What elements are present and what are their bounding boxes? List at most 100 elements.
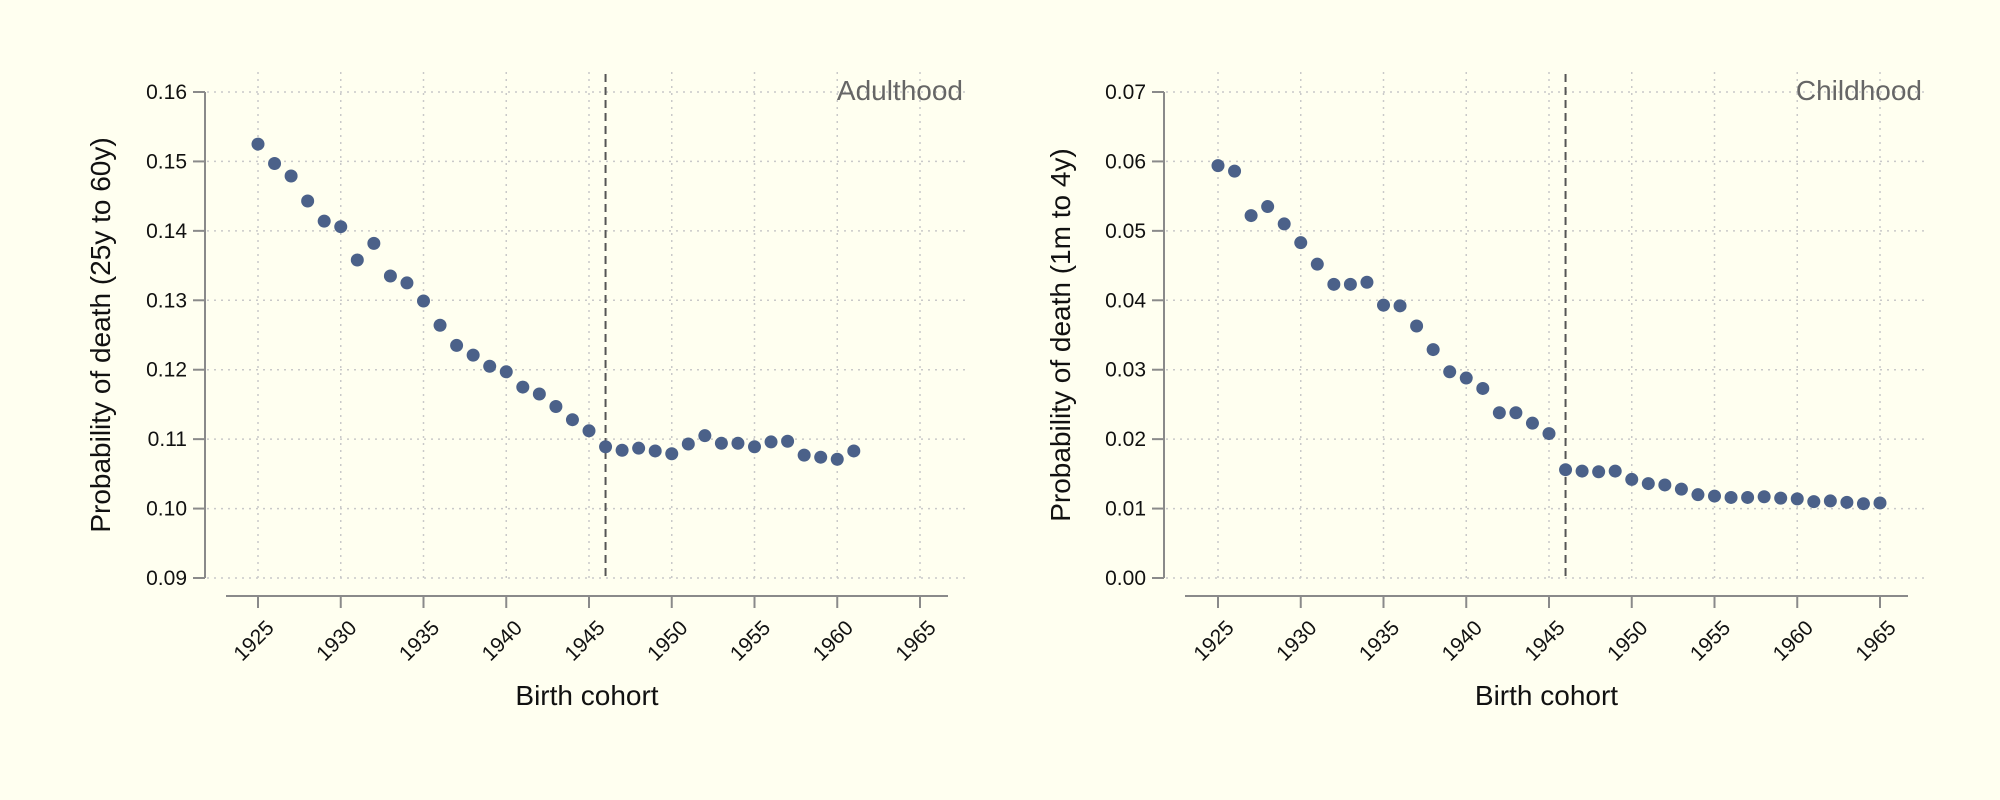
data-point <box>681 437 695 451</box>
data-point <box>1310 257 1324 271</box>
data-point <box>1823 494 1837 508</box>
data-point <box>251 137 265 151</box>
data-point <box>516 380 530 394</box>
x-tick-label: 1955 <box>726 616 775 665</box>
data-point <box>1840 495 1854 509</box>
data-point <box>268 157 282 171</box>
x-tick-label: 1935 <box>1355 616 1404 665</box>
data-point <box>1856 497 1870 511</box>
data-point <box>1261 200 1275 214</box>
data-point <box>350 253 364 267</box>
panel-label: Adulthood <box>837 75 963 106</box>
data-point <box>814 450 828 464</box>
y-tick-label: 0.04 <box>1105 289 1146 312</box>
data-point <box>1575 464 1589 478</box>
x-tick-label: 1940 <box>478 616 527 665</box>
x-tick-label: 1945 <box>1520 616 1569 665</box>
data-point <box>317 214 331 228</box>
x-tick-label: 1965 <box>891 616 940 665</box>
y-tick-label: 0.02 <box>1105 428 1146 451</box>
x-tick-label: 1945 <box>560 616 609 665</box>
data-point <box>1724 490 1738 504</box>
data-point <box>1410 319 1424 333</box>
data-point <box>1592 465 1606 479</box>
data-point <box>797 448 811 462</box>
data-point <box>632 441 646 455</box>
y-axis-title: Probability of death (1m to 4y) <box>1045 148 1076 522</box>
data-point <box>565 413 579 427</box>
panel-label: Childhood <box>1796 75 1922 106</box>
y-tick-label: 0.15 <box>146 150 187 173</box>
data-point <box>1542 427 1556 441</box>
y-tick-label: 0.03 <box>1105 359 1146 382</box>
data-point <box>1559 463 1573 477</box>
y-tick-label: 0.13 <box>146 289 187 312</box>
data-point <box>1294 236 1308 250</box>
x-tick-label: 1955 <box>1686 616 1735 665</box>
data-point <box>483 359 497 373</box>
data-point <box>549 400 563 414</box>
data-point <box>1426 343 1440 357</box>
data-point <box>1327 277 1341 291</box>
data-point <box>1658 478 1672 492</box>
data-point <box>1641 477 1655 491</box>
data-point <box>764 435 778 449</box>
x-tick-label: 1930 <box>1272 616 1321 665</box>
data-point <box>1608 464 1622 478</box>
data-point <box>499 365 513 379</box>
data-point <box>1674 482 1688 496</box>
y-tick-label: 0.05 <box>1105 220 1146 243</box>
x-axis-title: Birth cohort <box>1475 680 1618 711</box>
data-point <box>615 443 629 457</box>
x-tick-label: 1950 <box>643 616 692 665</box>
data-point <box>1228 164 1242 178</box>
data-point <box>1443 365 1457 379</box>
data-point <box>1691 488 1705 502</box>
data-point <box>1774 491 1788 505</box>
data-point <box>301 194 315 208</box>
x-tick-label: 1950 <box>1603 616 1652 665</box>
data-point <box>400 276 414 290</box>
data-point <box>1708 489 1721 503</box>
data-point <box>1476 381 1490 395</box>
data-point <box>665 447 679 461</box>
data-point <box>284 169 298 183</box>
y-tick-label: 0.06 <box>1105 150 1146 173</box>
x-tick-label: 1940 <box>1438 616 1487 665</box>
y-tick-label: 0.16 <box>146 81 187 104</box>
x-tick-label: 1935 <box>395 616 444 665</box>
data-point <box>334 220 348 234</box>
y-tick-label: 0.07 <box>1105 81 1146 104</box>
data-point <box>648 444 662 458</box>
data-point <box>1343 277 1357 291</box>
data-point <box>714 436 728 450</box>
data-point <box>1211 159 1225 173</box>
data-point <box>1873 496 1887 510</box>
data-point <box>532 387 546 401</box>
adulthood-panel: 0.09 0.10 0.11 0.12 0.13 0.14 0.15 0.16 1925 1930… <box>85 72 970 711</box>
data-point <box>1625 472 1639 486</box>
data-point <box>1807 495 1821 509</box>
y-axis-title: Probability of death (25y to 60y) <box>85 137 116 532</box>
data-point <box>1757 490 1771 504</box>
data-point <box>1459 371 1473 385</box>
data-point <box>1277 217 1291 231</box>
x-tick-label: 1965 <box>1851 616 1900 665</box>
data-point <box>367 236 381 250</box>
data-point <box>1741 490 1755 504</box>
childhood-panel: 0.00 0.01 0.02 0.03 0.04 0.05 0.06 0.07 1925 1930… <box>1045 72 1928 711</box>
y-tick-label: 0.00 <box>1105 567 1146 590</box>
y-tick-label: 0.10 <box>146 498 187 521</box>
data-point <box>466 348 480 362</box>
data-point <box>582 424 596 438</box>
data-point <box>781 434 795 448</box>
data-point <box>1509 406 1523 420</box>
data-point <box>433 318 447 332</box>
data-point <box>1790 492 1804 506</box>
y-tick-label: 0.11 <box>148 428 187 451</box>
y-tick-label: 0.12 <box>146 359 187 382</box>
x-tick-label: 1930 <box>312 616 361 665</box>
data-point <box>1492 406 1506 420</box>
y-tick-label: 0.01 <box>1105 498 1146 521</box>
